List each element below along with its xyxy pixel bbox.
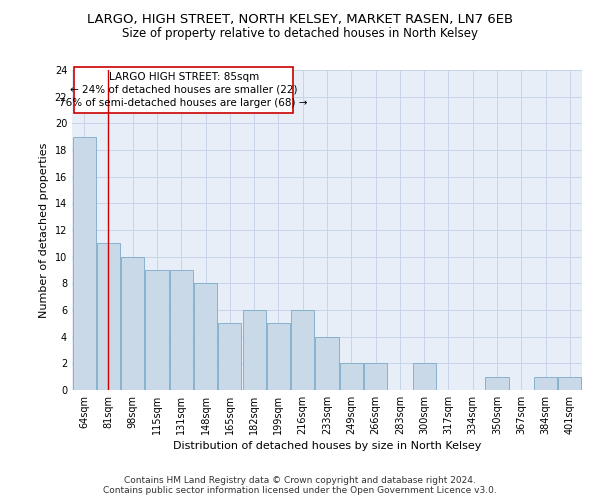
Bar	[291, 310, 314, 390]
Bar	[194, 284, 217, 390]
Bar	[364, 364, 387, 390]
X-axis label: Distribution of detached houses by size in North Kelsey: Distribution of detached houses by size …	[173, 441, 481, 451]
Text: Size of property relative to detached houses in North Kelsey: Size of property relative to detached ho…	[122, 28, 478, 40]
Bar	[267, 324, 290, 390]
Bar	[97, 244, 120, 390]
Bar	[340, 364, 363, 390]
Bar	[485, 376, 509, 390]
Bar	[218, 324, 241, 390]
Text: Contains HM Land Registry data © Crown copyright and database right 2024.
Contai: Contains HM Land Registry data © Crown c…	[103, 476, 497, 495]
Bar	[74, 68, 293, 112]
Bar	[413, 364, 436, 390]
Text: LARGO HIGH STREET: 85sqm: LARGO HIGH STREET: 85sqm	[109, 72, 259, 82]
Bar	[73, 136, 95, 390]
Bar	[534, 376, 557, 390]
Bar	[121, 256, 144, 390]
Text: 76% of semi-detached houses are larger (68) →: 76% of semi-detached houses are larger (…	[59, 98, 308, 108]
Text: LARGO, HIGH STREET, NORTH KELSEY, MARKET RASEN, LN7 6EB: LARGO, HIGH STREET, NORTH KELSEY, MARKET…	[87, 12, 513, 26]
Text: ← 24% of detached houses are smaller (22): ← 24% of detached houses are smaller (22…	[70, 85, 298, 95]
Y-axis label: Number of detached properties: Number of detached properties	[39, 142, 49, 318]
Bar	[242, 310, 266, 390]
Bar	[170, 270, 193, 390]
Bar	[559, 376, 581, 390]
Bar	[145, 270, 169, 390]
Bar	[316, 336, 338, 390]
